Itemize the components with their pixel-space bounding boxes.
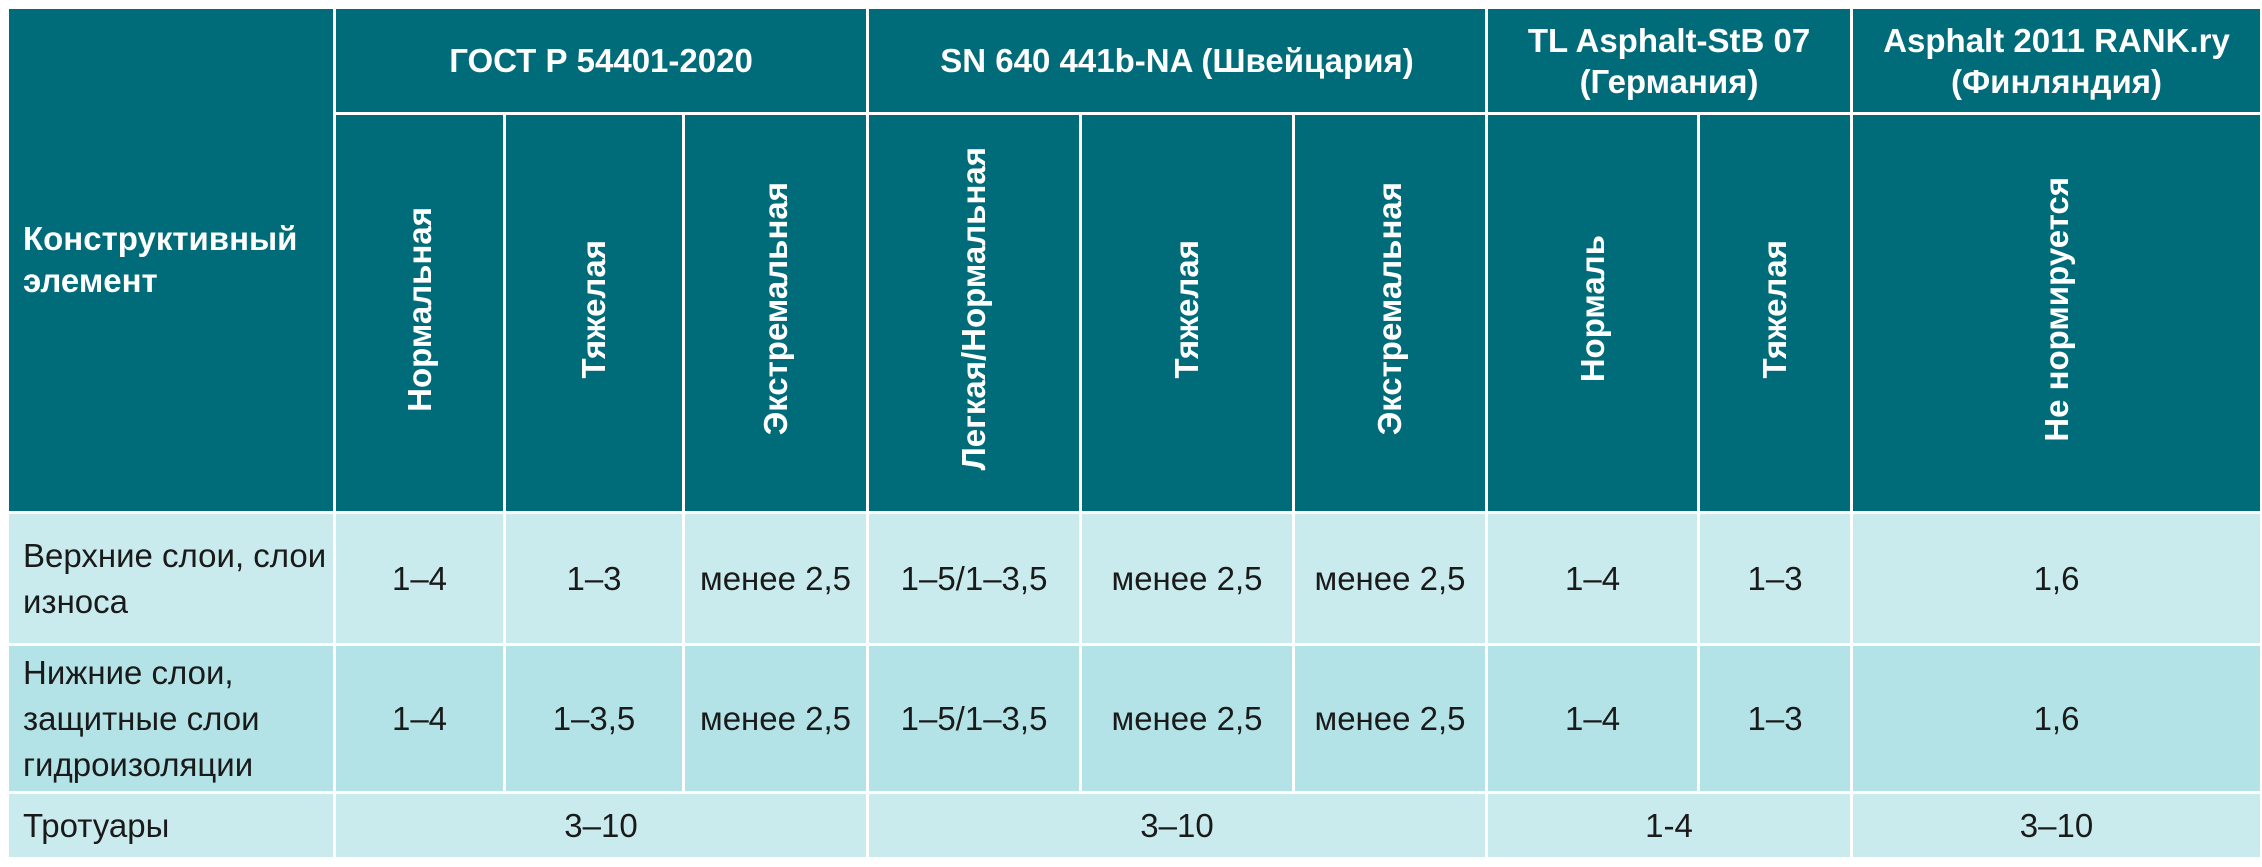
sub-header-cell: Нормальная: [333, 112, 506, 514]
sub-header-cell: Экстремальная: [1292, 112, 1489, 514]
table-cell: менее 2,5: [1292, 511, 1489, 646]
group-header-row: Конструктивный элемент ГОСТ Р 54401-2020…: [6, 6, 2262, 514]
sub-header-label: Нормаль: [1573, 235, 1611, 383]
table-cell: менее 2,5: [1079, 643, 1296, 794]
table-cell: 3–10: [332, 791, 870, 860]
table-cell: 1–5/1–3,5: [866, 643, 1083, 794]
group-header-germany: TL Asphalt-StB 07 (Германия): [1485, 6, 1854, 115]
table-cell: менее 2,5: [681, 511, 870, 646]
sub-header-label: Тяжелая: [575, 239, 612, 379]
table-row: Тротуары 3–10 3–10 1-4 3–10: [6, 791, 2262, 860]
table-cell: менее 2,5: [1079, 511, 1296, 646]
sub-header-cell: Экстремальная: [681, 112, 870, 514]
sub-header-cell: Легкая/Нормальная: [866, 112, 1083, 514]
table-cell: 1-4: [1485, 791, 1854, 860]
table-cell: 1,6: [1850, 643, 2262, 794]
group-header-switzerland: SN 640 441b-NA (Швейцария): [866, 6, 1489, 115]
table-cell: 1–4: [333, 511, 506, 646]
table-cell: 1,6: [1850, 511, 2262, 646]
sub-header-cell: Тяжелая: [1079, 112, 1296, 514]
table-cell: менее 2,5: [1292, 643, 1489, 794]
sub-header-label: Тяжелая: [1756, 239, 1794, 379]
sub-header-cell: Не нормируется: [1850, 112, 2262, 514]
sub-header-row: Нормальная Тяжелая Экстремальная Легкая/…: [8, 112, 2262, 514]
table-row: Верхние слои, слои износа 1–4 1–3 менее …: [6, 511, 2262, 646]
sub-header-label: Легкая/Нормальная: [955, 147, 993, 471]
sub-header-label: Тяжелая: [1168, 239, 1206, 379]
norms-table: Конструктивный элемент ГОСТ Р 54401-2020…: [6, 6, 2262, 860]
table-cell: 1–4: [333, 643, 506, 794]
sub-header-label: Нормальная: [400, 206, 438, 412]
row-label: Нижние слои, защитные слои гидроизоляции: [6, 643, 336, 794]
row-label: Тротуары: [6, 791, 336, 860]
table-cell: 1–5/1–3,5: [866, 511, 1083, 646]
row-label: Верхние слои, слои износа: [6, 511, 336, 646]
table-container: Конструктивный элемент ГОСТ Р 54401-2020…: [6, 6, 2262, 860]
sub-header-cell: Тяжелая: [503, 112, 685, 514]
group-header-finland: Asphalt 2011 RANK.ry (Финляндия): [1850, 6, 2262, 115]
table-cell: 1–3,5: [503, 643, 685, 794]
table-row: Нижние слои, защитные слои гидроизоляции…: [6, 643, 2262, 794]
sub-header-cell: Нормаль: [1485, 112, 1701, 514]
table-cell: 1–4: [1485, 511, 1701, 646]
sub-header-label: Экстремальная: [1371, 182, 1409, 436]
table-cell: 1–3: [1697, 511, 1854, 646]
group-header-gost: ГОСТ Р 54401-2020: [332, 6, 870, 115]
sub-header-label: Не нормируется: [2037, 176, 2075, 442]
table-cell: 1–3: [1697, 643, 1854, 794]
sub-header-label: Экстремальная: [756, 182, 794, 436]
sub-header-cell: Тяжелая: [1697, 112, 1854, 514]
table-cell: 1–4: [1485, 643, 1701, 794]
table-cell: менее 2,5: [681, 643, 870, 794]
corner-header: Конструктивный элемент: [6, 6, 336, 514]
table-cell: 3–10: [866, 791, 1489, 860]
table-cell: 1–3: [503, 511, 685, 646]
table-cell: 3–10: [1850, 791, 2262, 860]
